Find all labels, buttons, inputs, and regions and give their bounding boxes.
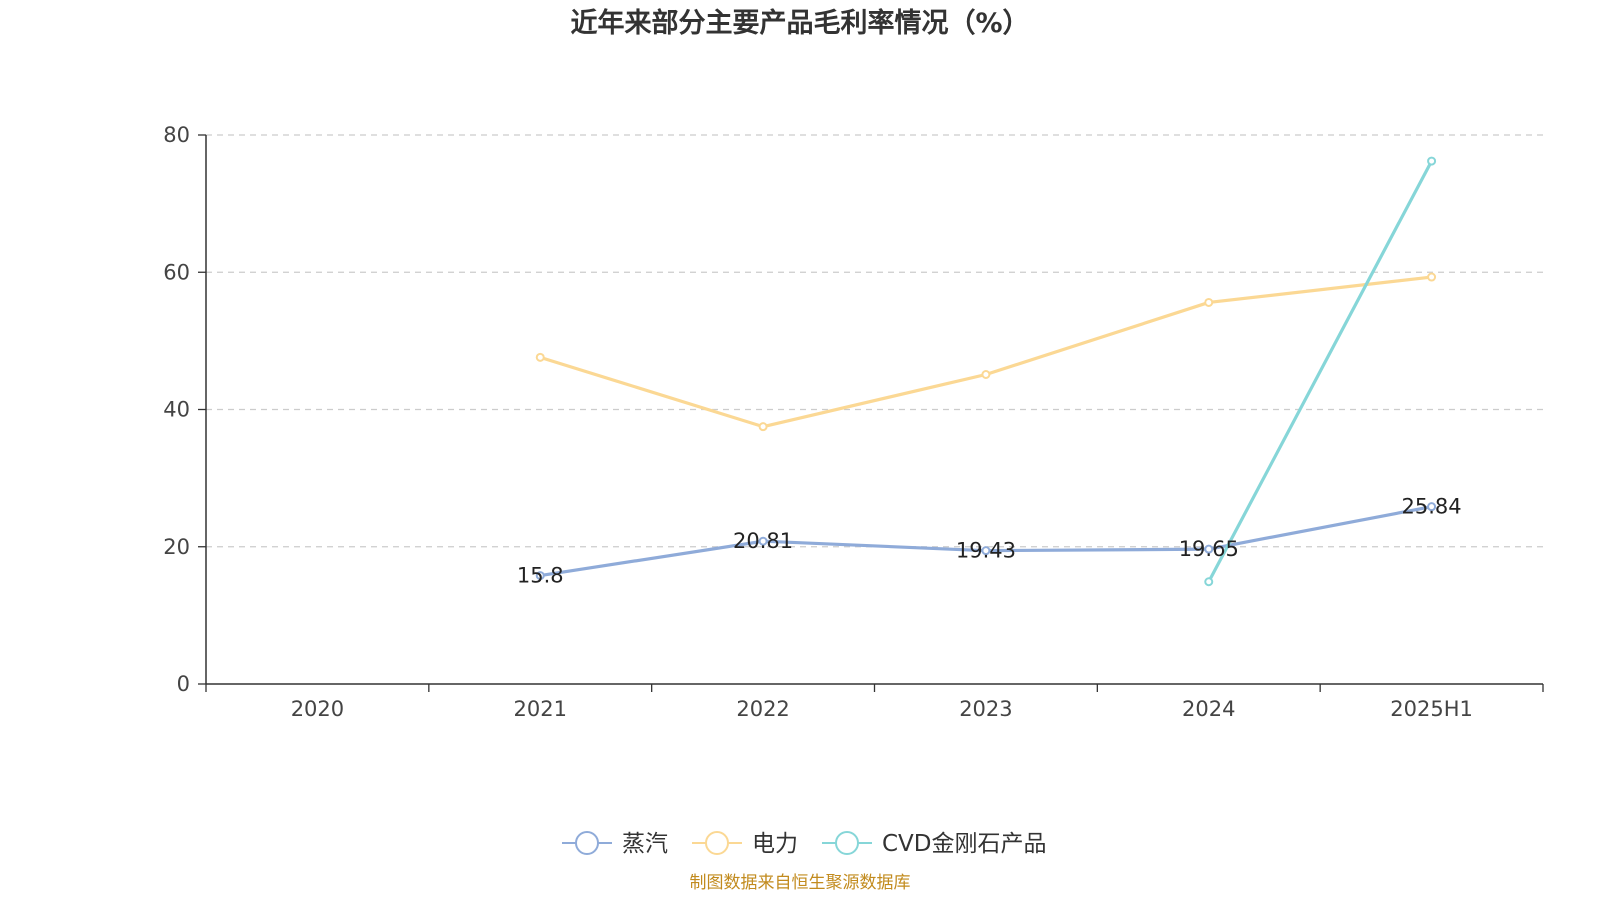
- series-line: [1207, 159, 1434, 584]
- data-label: 25.84: [1402, 495, 1462, 519]
- legend-label: 电力: [752, 831, 798, 857]
- legend-circle-icon: [835, 831, 859, 855]
- data-point[interactable]: [981, 370, 991, 380]
- y-tick-label: 40: [163, 398, 190, 422]
- x-tick-label: 2025H1: [1390, 697, 1473, 721]
- chart-title: 近年来部分主要产品毛利率情况（%）: [570, 7, 1029, 39]
- x-tick-label: 2020: [291, 697, 344, 721]
- legend-label: 蒸汽: [622, 831, 668, 857]
- x-tick-label: 2024: [1182, 697, 1235, 721]
- series-1: [535, 272, 1437, 432]
- source-note: 制图数据来自恒生聚源数据库: [690, 873, 911, 893]
- data-point[interactable]: [535, 571, 545, 581]
- x-tick-label: 2023: [959, 697, 1012, 721]
- y-tick-label: 60: [163, 260, 190, 284]
- y-tick-label: 0: [177, 672, 190, 696]
- y-tick-label: 80: [163, 123, 190, 147]
- y-axis-ticks: 0 20 40 60 80: [163, 123, 206, 696]
- data-point[interactable]: [758, 422, 768, 432]
- legend-item[interactable]: 电力: [692, 831, 798, 857]
- data-point[interactable]: [981, 546, 991, 556]
- series-0: [535, 502, 1437, 581]
- legend-item[interactable]: CVD金刚石产品: [822, 831, 1047, 857]
- grid-lines: [206, 134, 1543, 548]
- data-labels: 15.8 20.81 19.43 19.65 25.84: [517, 495, 1462, 588]
- series-group: [535, 156, 1437, 587]
- data-point[interactable]: [1427, 272, 1437, 282]
- data-point[interactable]: [1204, 544, 1214, 554]
- data-point[interactable]: [1204, 577, 1214, 587]
- data-label: 20.81: [733, 529, 793, 553]
- legend[interactable]: 蒸汽 电力 CVD金刚石产品: [562, 831, 1047, 857]
- data-point[interactable]: [1427, 156, 1437, 166]
- series-line: [538, 275, 1434, 429]
- data-label: 19.65: [1179, 537, 1239, 561]
- data-label: 19.43: [956, 539, 1016, 563]
- legend-circle-icon: [575, 831, 599, 855]
- data-point[interactable]: [1427, 502, 1437, 512]
- legend-circle-icon: [705, 831, 729, 855]
- x-axis-ticks: 2020 2021 2022 2023 2024 2025H1: [205, 684, 1544, 721]
- x-tick-label: 2022: [736, 697, 789, 721]
- y-tick-label: 20: [163, 535, 190, 559]
- series-2: [1204, 156, 1437, 587]
- data-point[interactable]: [535, 352, 545, 362]
- data-label: 15.8: [517, 564, 564, 588]
- data-point[interactable]: [1204, 297, 1214, 307]
- legend-label: CVD金刚石产品: [882, 831, 1047, 857]
- x-tick-label: 2021: [514, 697, 567, 721]
- data-point[interactable]: [758, 536, 768, 546]
- legend-item[interactable]: 蒸汽: [562, 831, 668, 857]
